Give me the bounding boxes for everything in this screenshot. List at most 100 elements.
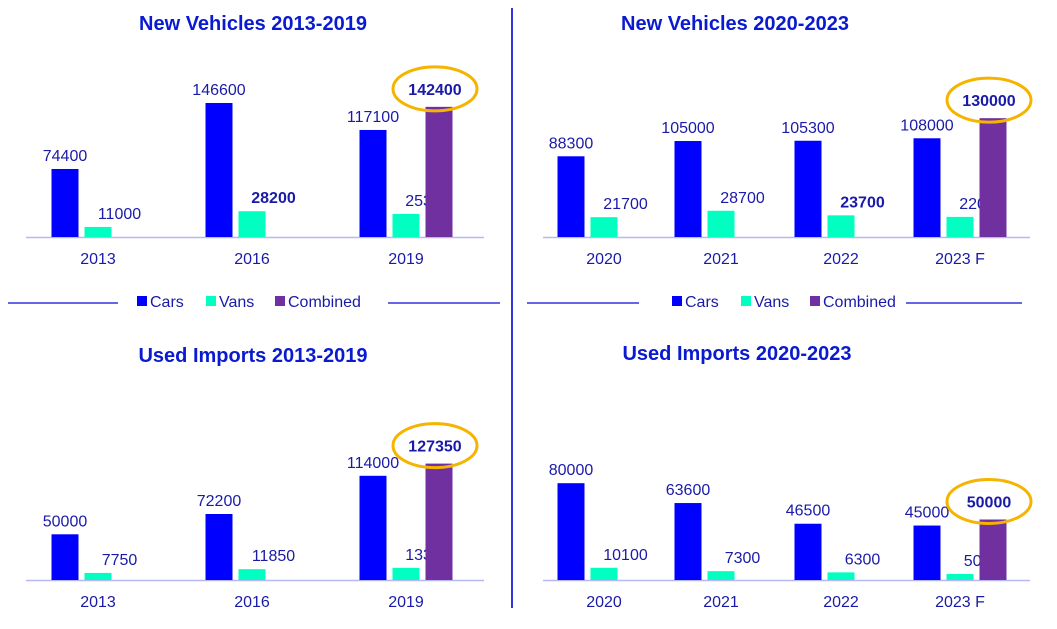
bar-vans-2023f	[946, 573, 974, 580]
chart-title: Used Imports 2020-2023	[622, 343, 851, 365]
data-label: 74400	[43, 148, 88, 165]
category-label: 2021	[703, 594, 739, 611]
bar-vans-2020	[590, 217, 618, 237]
bar-cars-2020	[557, 156, 585, 237]
data-label: 10100	[603, 547, 648, 564]
category-label: 2022	[823, 251, 859, 268]
data-label: 108000	[900, 117, 953, 134]
bar-cars-2022	[794, 523, 822, 580]
bar-cars-2019	[359, 475, 387, 580]
legend-item-cars[interactable]: Cars	[137, 294, 184, 311]
data-label: 28200	[251, 190, 296, 207]
bar-vans-2020	[590, 567, 618, 580]
data-label: 11850	[252, 548, 295, 565]
legend-swatch-cars	[672, 296, 682, 306]
data-label: 127350	[408, 439, 461, 456]
legend-item-vans[interactable]: Vans	[206, 294, 254, 311]
legend-label: Vans	[219, 294, 254, 311]
category-label: 2019	[388, 251, 424, 268]
data-label: 72200	[197, 493, 242, 510]
category-label: 2023 F	[935, 251, 985, 268]
data-label: 50000	[967, 495, 1012, 512]
bar-vans-2021	[707, 571, 735, 580]
data-label: 105300	[781, 120, 834, 137]
bar-cars-2021	[674, 503, 702, 580]
legend-swatch-vans	[206, 296, 216, 306]
legend-label: Cars	[150, 294, 184, 311]
bar-vans-2013	[84, 572, 112, 580]
category-label: 2013	[80, 594, 116, 611]
data-label: 130000	[962, 93, 1015, 110]
bar-cars-2019	[359, 129, 387, 237]
bar-cars-2013	[51, 168, 79, 237]
chart-title: New Vehicles 2020-2023	[621, 13, 849, 35]
legend-swatch-vans	[741, 296, 751, 306]
bar-cars-2016	[205, 514, 233, 580]
category-label: 2021	[703, 251, 739, 268]
legend-label: Combined	[823, 294, 896, 311]
bar-cars-2022	[794, 140, 822, 237]
panel-divider	[511, 8, 513, 608]
bar-vans-2019	[392, 213, 420, 237]
legend-label: Combined	[288, 294, 361, 311]
bar-vans-2019	[392, 567, 420, 580]
data-label: 50000	[43, 513, 88, 530]
bar-cars-2020	[557, 483, 585, 580]
data-label: 28700	[720, 190, 765, 207]
bar-cars-2023f	[913, 525, 941, 580]
data-label: 114000	[347, 455, 399, 472]
category-label: 2016	[234, 594, 270, 611]
category-label: 2020	[586, 594, 622, 611]
legend-item-cars[interactable]: Cars	[672, 294, 719, 311]
bar-vans-2022	[827, 215, 855, 237]
legend-item-combined[interactable]: Combined	[275, 294, 361, 311]
bar-cars-2016	[205, 103, 233, 237]
data-label: 105000	[661, 120, 714, 137]
data-label: 6300	[845, 551, 881, 568]
data-label: 88300	[549, 135, 594, 152]
bar-vans-2016	[238, 211, 266, 237]
legend-item-combined[interactable]: Combined	[810, 294, 896, 311]
category-label: 2022	[823, 594, 859, 611]
data-label: 7750	[102, 552, 138, 569]
legend-label: Cars	[685, 294, 719, 311]
legend-label: Vans	[754, 294, 789, 311]
bar-vans-2023f	[946, 216, 974, 237]
bar-combined-2019	[425, 106, 453, 237]
category-label: 2023 F	[935, 594, 985, 611]
bar-cars-2013	[51, 534, 79, 580]
bar-combined-2023f	[979, 118, 1007, 237]
data-label: 21700	[603, 196, 648, 213]
chart-used-2020-2023: Used Imports 2020-2023 2020 80000 10100 2021…	[543, 343, 1033, 611]
data-label: 45000	[905, 505, 950, 522]
data-label: 80000	[549, 462, 594, 479]
chart-new-2020-2023: New Vehicles 2020-2023 2020 88300 21700 2021…	[527, 13, 1033, 311]
bar-cars-2021	[674, 141, 702, 237]
category-label: 2016	[234, 251, 270, 268]
legend-item-vans[interactable]: Vans	[741, 294, 789, 311]
chart-title: Used Imports 2013-2019	[138, 345, 367, 367]
highlight-circle	[945, 478, 1033, 525]
bar-vans-2021	[707, 210, 735, 237]
highlight-circle	[391, 65, 479, 113]
legend-swatch-combined	[275, 296, 285, 306]
data-label: 46500	[786, 503, 831, 520]
data-label: 146600	[192, 82, 245, 99]
category-label: 2013	[80, 251, 116, 268]
highlight-circle	[945, 76, 1033, 124]
category-label: 2019	[388, 594, 424, 611]
legend-swatch-combined	[810, 296, 820, 306]
chart-title: New Vehicles 2013-2019	[139, 13, 367, 35]
bar-vans-2013	[84, 226, 112, 237]
data-label: 7300	[725, 550, 761, 567]
data-label: 142400	[408, 82, 461, 99]
bar-combined-2023f	[979, 519, 1007, 580]
bar-combined-2019	[425, 463, 453, 580]
legend-swatch-cars	[137, 296, 147, 306]
category-label: 2020	[586, 251, 622, 268]
data-label: 23700	[840, 194, 885, 211]
bar-cars-2023f	[913, 138, 941, 237]
bar-vans-2016	[238, 569, 266, 580]
